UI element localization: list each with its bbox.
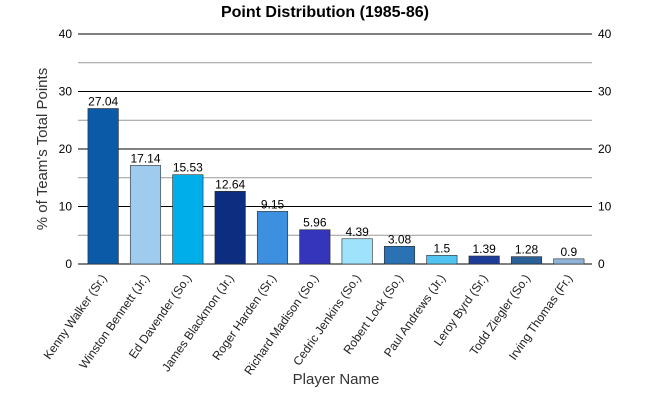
y-axis-right-ticks: 0 10 20 30 40 xyxy=(598,27,612,271)
y-tick-label-left: 0 xyxy=(65,257,72,271)
y-tick-label-left: 10 xyxy=(59,200,73,214)
y-tick-label-left: 20 xyxy=(59,142,73,156)
chart-title: Point Distribution (1985-86) xyxy=(221,4,429,21)
x-axis-label: Player Name xyxy=(293,371,380,388)
y-tick-label-right: 30 xyxy=(598,85,612,99)
bar-value-label: 1.5 xyxy=(433,241,450,255)
y-tick-label-right: 0 xyxy=(598,257,605,271)
bar-value-label: 12.64 xyxy=(215,177,245,191)
bar xyxy=(214,191,246,265)
bar xyxy=(87,108,119,265)
bar xyxy=(383,245,416,265)
bar xyxy=(341,238,373,265)
bar-value-label: 3.08 xyxy=(388,232,412,246)
bar-value-label: 4.39 xyxy=(345,225,369,239)
y-tick-label-right: 40 xyxy=(598,27,612,41)
bar-value-label: 5.96 xyxy=(303,216,327,230)
bar xyxy=(172,174,204,265)
bar xyxy=(256,211,289,265)
data-labels: 27.04 17.14 15.53 12.64 9.15 5.96 4.39 3.08 1.5 1… xyxy=(88,95,577,259)
bar xyxy=(299,229,331,265)
y-tick-label-right: 10 xyxy=(598,200,612,214)
y-axis-label: % of Team's Total Points xyxy=(34,68,51,230)
bar-value-label: 15.53 xyxy=(173,161,203,175)
x-tick-label: Richard Madison (So.) xyxy=(241,272,321,378)
y-tick-label-left: 30 xyxy=(59,85,73,99)
bar-value-label: 1.28 xyxy=(515,243,539,257)
bars xyxy=(87,108,585,265)
y-tick-label-left: 40 xyxy=(59,27,73,41)
grid-lines xyxy=(78,33,592,265)
bar-value-label: 0.9 xyxy=(560,245,577,259)
bar-value-label: 1.39 xyxy=(472,242,496,256)
y-tick-label-right: 20 xyxy=(598,142,612,156)
bar xyxy=(553,258,585,265)
bar xyxy=(426,255,458,265)
x-tick-label: James Blackmon (Jr.) xyxy=(159,272,237,375)
bar xyxy=(510,256,543,265)
bar xyxy=(129,165,162,265)
x-axis-category-labels: Kenny Walker (Sr.)Winston Bennett (Jr.)E… xyxy=(41,272,576,378)
y-axis-left-ticks: 0 10 20 30 40 xyxy=(59,27,73,271)
bar xyxy=(468,255,500,265)
bar-value-label: 17.14 xyxy=(130,151,160,165)
bar-value-label: 9.15 xyxy=(261,197,285,211)
bar-value-label: 27.04 xyxy=(88,95,118,109)
